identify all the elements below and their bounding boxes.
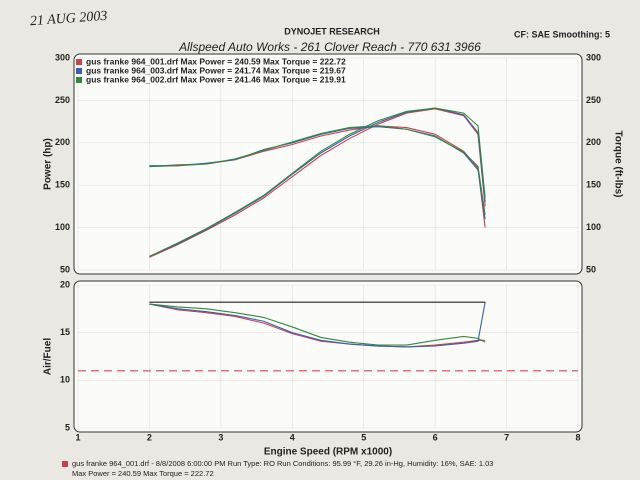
y-tick-label: 150 <box>55 180 70 190</box>
date-note: 21 AUG 2003 <box>29 9 107 29</box>
legend-swatch <box>76 59 82 65</box>
legend-label: gus franke 964_001.drf Max Power = 240.5… <box>86 56 346 66</box>
y2-tick-label: 250 <box>586 95 601 105</box>
brand: DYNOJET RESEARCH <box>284 26 380 36</box>
series-line <box>149 108 486 258</box>
y-tick-label: 5 <box>65 422 70 432</box>
y-tick-label: 300 <box>55 52 70 62</box>
series-line <box>149 107 486 257</box>
legend-swatch <box>76 77 82 83</box>
y2-tick-label: 200 <box>586 137 601 147</box>
y-tick-label: 15 <box>60 327 70 337</box>
y-axis-label: Power (hp) <box>43 138 54 190</box>
y2-axis-label: Torque (ft-lbs) <box>612 130 623 197</box>
y2-tick-label: 300 <box>586 52 601 62</box>
x-tick-label: 6 <box>433 432 438 442</box>
series-line <box>149 303 486 346</box>
x-tick-label: 1 <box>75 432 80 442</box>
y2-tick-label: 100 <box>586 222 601 232</box>
y-tick-label: 20 <box>60 279 70 289</box>
y-tick-label: 100 <box>55 222 70 232</box>
series-line <box>149 125 486 215</box>
y2-tick-label: 50 <box>586 264 596 274</box>
y-tick-label: 250 <box>55 95 70 105</box>
y-tick-label: 200 <box>55 137 70 147</box>
x-tick-label: 4 <box>290 432 295 442</box>
y-tick-label: 50 <box>60 264 70 274</box>
series-line <box>149 302 486 348</box>
x-axis-label: Engine Speed (RPM x1000) <box>264 447 392 458</box>
y2-tick-label: 150 <box>586 180 601 190</box>
shop: Allspeed Auto Works - 261 Clover Reach -… <box>178 40 481 54</box>
legend-label: gus franke 964_003.drf Max Power = 241.7… <box>86 65 346 75</box>
series-line <box>149 107 486 257</box>
x-tick-label: 7 <box>504 432 509 442</box>
plot-area <box>73 280 583 433</box>
legend-label: gus franke 964_002.drf Max Power = 241.4… <box>86 74 346 84</box>
y-axis-label: Air/Fuel <box>43 338 54 375</box>
footer-line: Max Power = 240.59 Max Torque = 222.72 <box>72 469 214 478</box>
x-tick-label: 2 <box>147 432 152 442</box>
settings: CF: SAE Smoothing: 5 <box>514 29 610 39</box>
x-tick-label: 8 <box>575 432 580 442</box>
legend-swatch <box>76 68 82 74</box>
footer-swatch <box>62 461 68 467</box>
y-tick-label: 10 <box>60 375 70 385</box>
footer-line: gus franke 964_001.drf - 8/8/2008 6:00:0… <box>72 459 493 468</box>
x-tick-label: 3 <box>218 432 223 442</box>
plot-area <box>73 53 583 275</box>
x-tick-label: 5 <box>361 432 366 442</box>
